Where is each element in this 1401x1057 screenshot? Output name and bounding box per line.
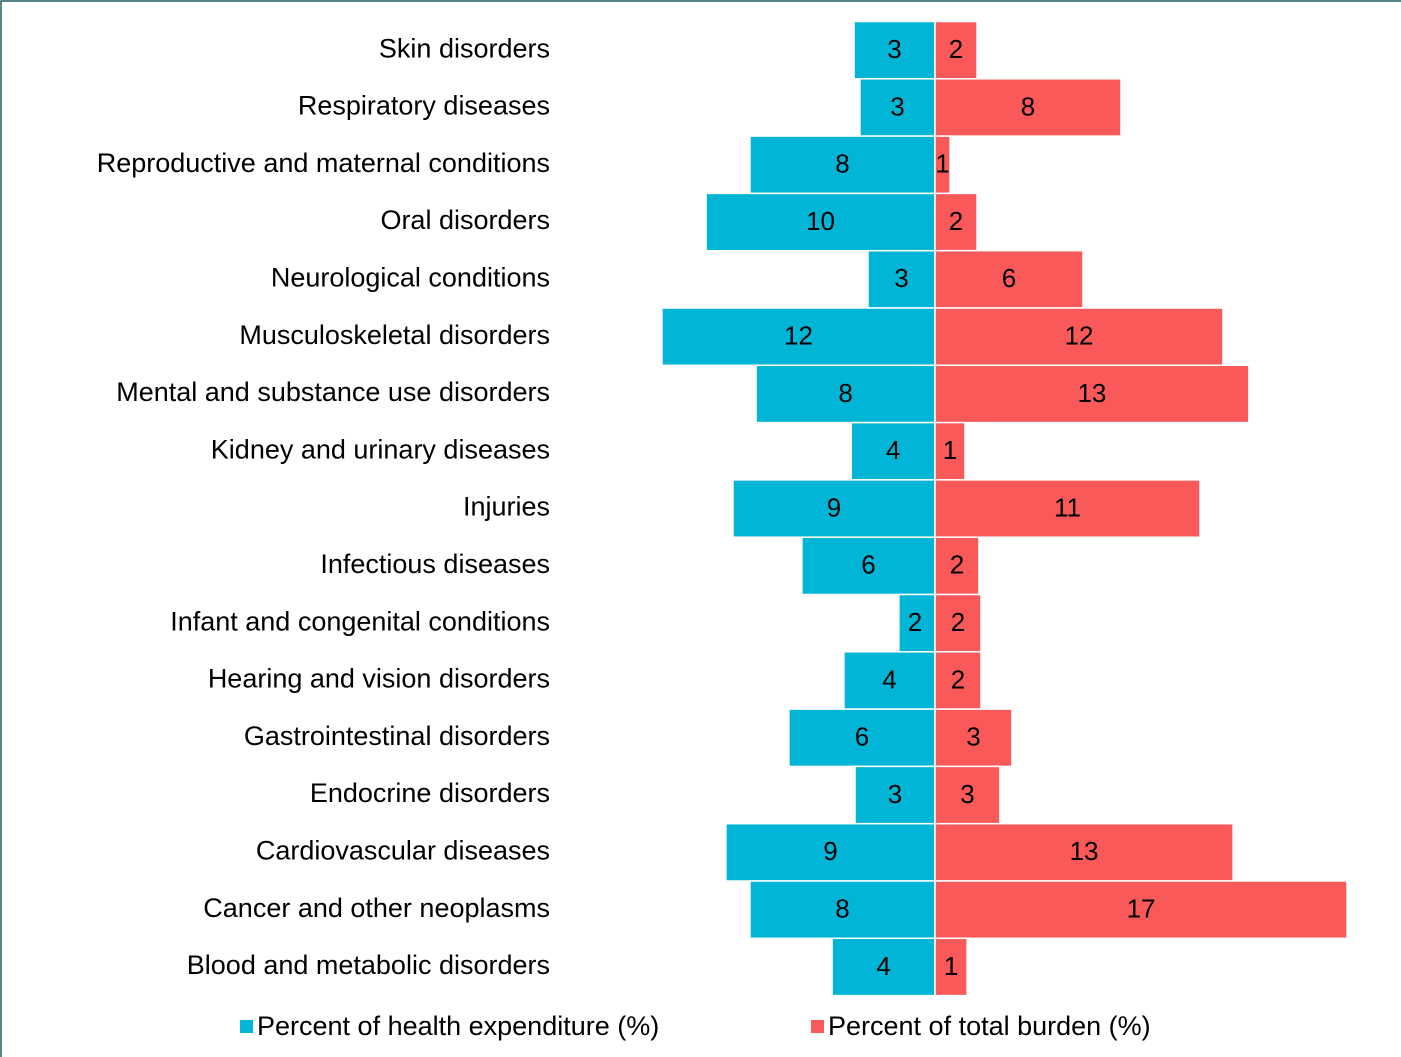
category-label: Reproductive and maternal conditions (97, 148, 550, 178)
category-label: Mental and substance use disorders (116, 377, 550, 407)
value-label: 3 (887, 34, 901, 64)
bar (732, 479, 936, 538)
value-label: 1 (935, 149, 949, 179)
legend-swatch (811, 1020, 824, 1033)
value-label: 12 (1064, 321, 1093, 351)
value-label: 4 (886, 435, 900, 465)
bar (898, 593, 936, 653)
category-label: Musculoskeletal disorders (239, 320, 550, 350)
bar (934, 20, 978, 80)
legend-label: Percent of total burden (%) (828, 1011, 1151, 1041)
bar (788, 708, 936, 768)
value-label: 3 (890, 91, 904, 121)
value-label: 6 (855, 722, 869, 752)
value-label: 3 (960, 779, 974, 809)
value-label: 9 (823, 836, 837, 866)
legend-swatch (240, 1020, 253, 1033)
category-label: Neurological conditions (271, 262, 550, 292)
bar (853, 20, 936, 80)
value-label: 2 (951, 664, 965, 694)
bar (934, 307, 1224, 367)
bar (801, 536, 936, 596)
category-label: Gastrointestinal disorders (244, 721, 550, 751)
bar (725, 822, 936, 882)
value-label: 2 (950, 550, 964, 580)
value-label: 8 (1021, 91, 1035, 121)
bar (934, 78, 1122, 137)
value-label: 2 (949, 206, 963, 236)
bar (934, 421, 966, 481)
value-label: 10 (806, 206, 835, 236)
value-label: 4 (876, 951, 890, 981)
legend-label: Percent of health expenditure (%) (257, 1011, 659, 1041)
value-label: 4 (882, 664, 896, 694)
value-label: 11 (1054, 492, 1081, 522)
value-label: 3 (894, 263, 908, 293)
value-label: 1 (943, 435, 957, 465)
bar (934, 593, 982, 653)
bar (934, 536, 980, 596)
value-label: 2 (949, 34, 963, 64)
category-label: Hearing and vision disorders (208, 664, 550, 694)
value-label: 2 (908, 607, 922, 637)
value-label: 3 (888, 779, 902, 809)
category-label: Skin disorders (379, 33, 550, 63)
category-label: Cardiovascular diseases (256, 835, 550, 865)
value-label: 8 (835, 894, 849, 924)
bar (934, 880, 1348, 940)
category-label: Infant and congenital conditions (170, 606, 550, 636)
value-label: 9 (827, 492, 841, 522)
value-label: 8 (838, 378, 852, 408)
value-label: 6 (1002, 263, 1016, 293)
value-label: 1 (944, 951, 958, 981)
category-label: Infectious diseases (320, 549, 550, 579)
category-label: Respiratory diseases (298, 91, 550, 121)
bar (749, 880, 936, 940)
category-label: Kidney and urinary diseases (211, 434, 550, 464)
bar (934, 937, 968, 997)
category-label: Cancer and other neoplasms (203, 893, 550, 923)
bar (934, 765, 1001, 825)
category-label: Injuries (463, 492, 550, 522)
value-label: 8 (835, 149, 849, 179)
bar (867, 249, 936, 309)
bar (934, 364, 1250, 424)
value-label: 17 (1127, 894, 1156, 924)
value-label: 12 (784, 321, 813, 351)
bar (831, 937, 936, 997)
bar (934, 192, 978, 252)
value-label: 2 (951, 607, 965, 637)
value-label: 13 (1077, 378, 1106, 408)
category-label: Blood and metabolic disorders (187, 950, 550, 980)
value-label: 13 (1070, 836, 1099, 866)
bar (934, 479, 1201, 538)
bar (755, 364, 936, 424)
value-label: 6 (861, 550, 875, 580)
value-label: 3 (966, 722, 980, 752)
category-label: Oral disorders (380, 205, 550, 235)
bar (934, 249, 1084, 309)
category-label: Endocrine disorders (310, 778, 550, 808)
bar (854, 765, 936, 825)
